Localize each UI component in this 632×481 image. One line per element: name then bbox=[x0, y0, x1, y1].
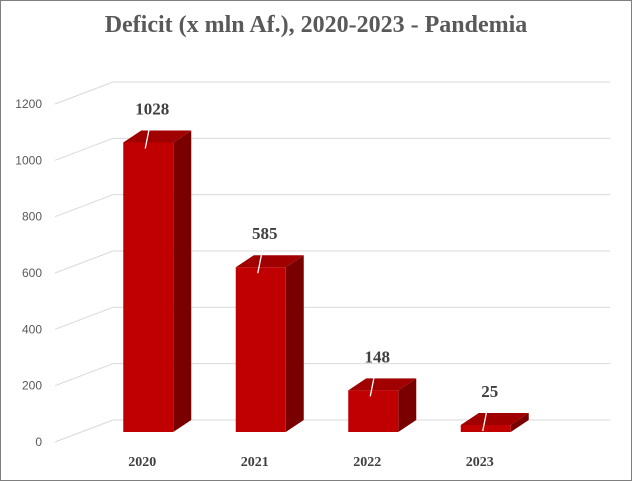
y-tick-label: 200 bbox=[22, 379, 42, 393]
y-tick-label: 0 bbox=[35, 435, 42, 449]
data-label: 25 bbox=[481, 382, 498, 401]
bar-front bbox=[123, 142, 174, 433]
x-axis-labels: 2020 2021 2022 2023 bbox=[128, 455, 494, 470]
y-tick-label: 600 bbox=[22, 266, 42, 280]
bar-front bbox=[348, 390, 399, 432]
data-label: 148 bbox=[365, 347, 391, 366]
data-label-leader bbox=[257, 243, 265, 274]
gridline-depth bbox=[54, 81, 114, 105]
data-label: 1028 bbox=[135, 99, 169, 118]
bar-top bbox=[235, 255, 304, 268]
gridline-depth bbox=[54, 363, 114, 387]
bar-side bbox=[398, 378, 417, 432]
bar-2021 bbox=[235, 255, 304, 432]
y-axis-ticks: 0 200 400 600 800 1000 1200 bbox=[15, 97, 42, 449]
data-labels: 1028 585 148 25 bbox=[135, 99, 498, 432]
gridline-depth bbox=[54, 419, 114, 443]
bar-top bbox=[123, 130, 192, 143]
y-tick-label: 1000 bbox=[15, 153, 42, 167]
bar-side bbox=[285, 255, 304, 432]
gridline-depth bbox=[54, 137, 114, 161]
x-tick-label: 2023 bbox=[466, 455, 494, 470]
bars bbox=[123, 130, 529, 433]
bar-2023 bbox=[460, 412, 529, 432]
data-label-leader bbox=[482, 400, 490, 432]
chart-title: Deficit (x mln Af.), 2020-2023 - Pandemi… bbox=[104, 12, 528, 38]
data-label: 585 bbox=[252, 224, 278, 243]
bar-front bbox=[460, 424, 511, 432]
gridline-depth bbox=[54, 306, 114, 330]
bar-2020 bbox=[123, 130, 192, 433]
x-tick-label: 2020 bbox=[128, 455, 156, 470]
x-tick-label: 2022 bbox=[353, 455, 381, 470]
bar-side bbox=[173, 130, 192, 433]
bar-side bbox=[510, 412, 529, 432]
data-label-leader bbox=[369, 366, 377, 397]
gridline-depth bbox=[54, 250, 114, 274]
gridline-depth bbox=[54, 194, 114, 218]
bar-top bbox=[348, 378, 417, 391]
gridlines bbox=[54, 81, 610, 443]
x-tick-label: 2021 bbox=[241, 455, 269, 470]
bar-front bbox=[235, 267, 286, 432]
y-tick-label: 400 bbox=[22, 322, 42, 336]
bar-top bbox=[460, 412, 529, 425]
data-label-leader bbox=[144, 118, 152, 149]
y-tick-label: 1200 bbox=[15, 97, 42, 111]
bar-2022 bbox=[348, 378, 417, 432]
y-tick-label: 800 bbox=[22, 210, 42, 224]
